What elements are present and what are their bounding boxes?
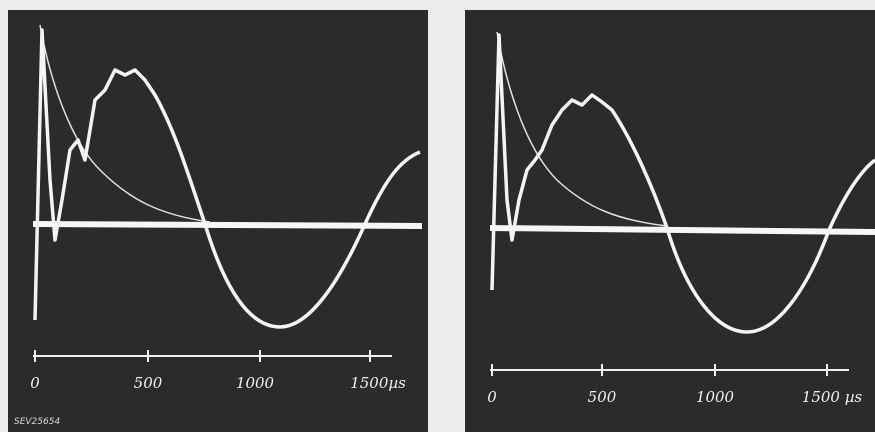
panel: 0 500 1000 1500µs SEV25654	[8, 10, 428, 432]
oscillation-trace	[490, 33, 875, 334]
screen	[465, 10, 875, 432]
panel: 0 500 1000 1500 µs	[465, 10, 875, 432]
baseline-trace	[32, 221, 423, 229]
tick-label: 500	[134, 374, 163, 392]
oscillation-trace	[33, 28, 421, 329]
tick-label: 1000	[696, 388, 735, 406]
screen	[8, 10, 428, 432]
figure-code: SEV25654	[14, 417, 60, 427]
decay-trace	[496, 31, 668, 227]
tick-label: 1500 µs	[802, 388, 863, 406]
decay-trace	[39, 24, 211, 223]
baseline-trace	[489, 225, 875, 235]
tick-label: 1500µs	[350, 374, 406, 392]
tick-label: 500	[588, 388, 617, 406]
tick-label: 0	[487, 388, 497, 406]
tick-label: 1000	[236, 374, 275, 392]
tick-label: 0	[30, 374, 40, 392]
